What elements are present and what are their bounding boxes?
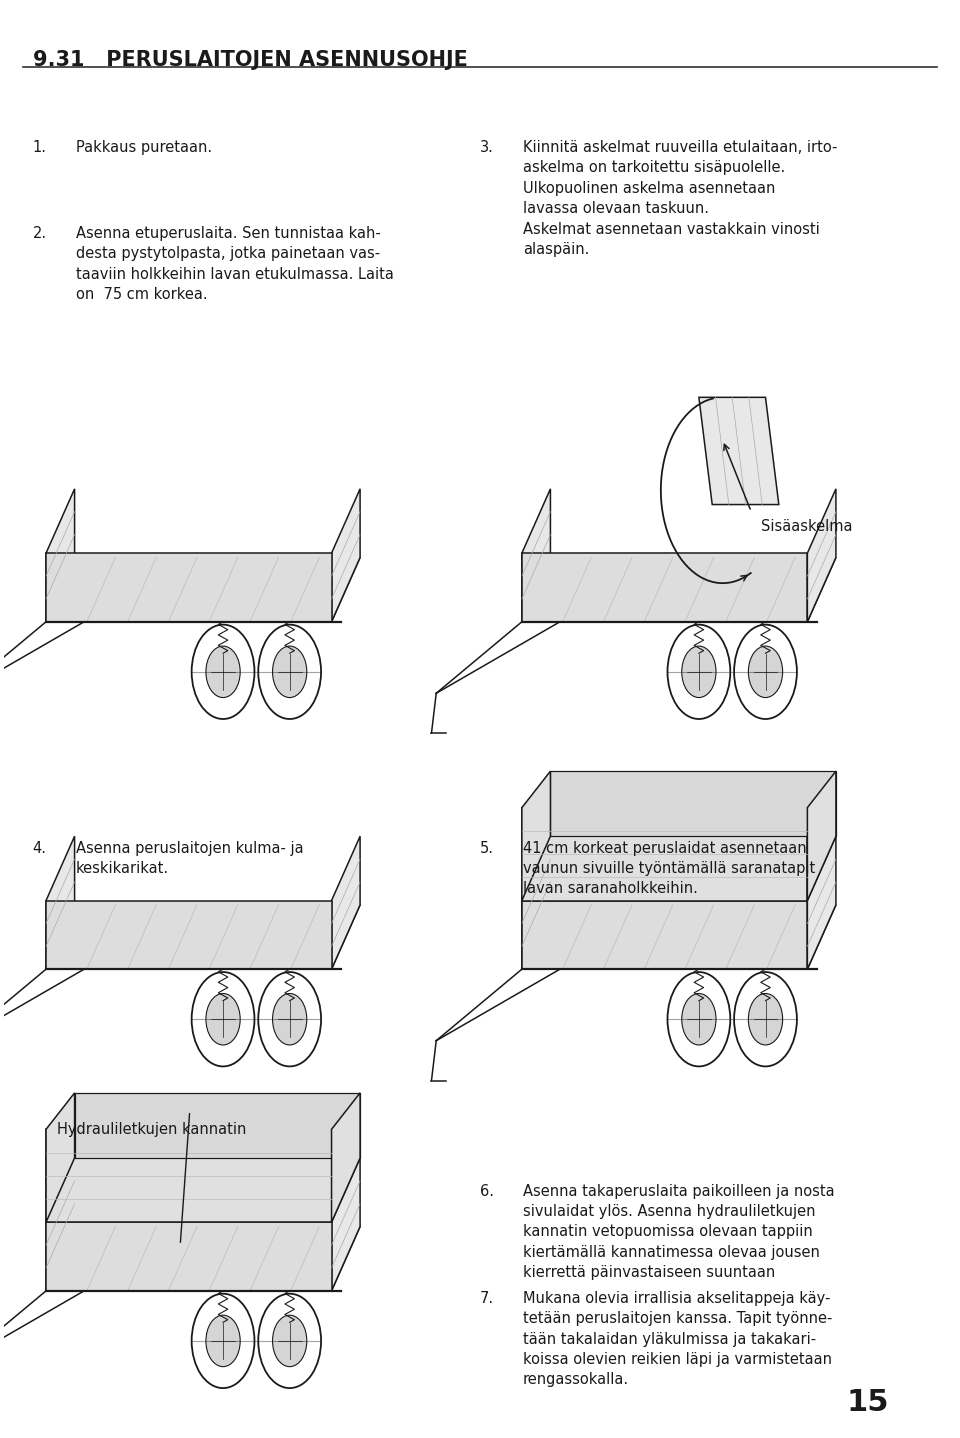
Polygon shape	[522, 905, 836, 969]
Text: Sisäaskelma: Sisäaskelma	[760, 519, 852, 533]
Polygon shape	[46, 900, 331, 969]
Circle shape	[206, 646, 240, 697]
Text: Mukana olevia irrallisia akselitappeja käy-
tetään peruslaitojen kanssa. Tapit t: Mukana olevia irrallisia akselitappeja k…	[523, 1291, 832, 1388]
Polygon shape	[522, 900, 807, 969]
Polygon shape	[699, 397, 779, 505]
Circle shape	[273, 1316, 307, 1366]
Polygon shape	[46, 1222, 331, 1291]
Text: 4.: 4.	[33, 841, 47, 856]
Text: Asenna etuperuslaita. Sen tunnistaa kah-
desta pystytolpasta, jotka painetaan va: Asenna etuperuslaita. Sen tunnistaa kah-…	[76, 226, 394, 302]
Polygon shape	[807, 837, 836, 969]
Polygon shape	[331, 837, 360, 969]
Polygon shape	[46, 905, 360, 969]
Polygon shape	[522, 489, 550, 621]
Text: 6.: 6.	[480, 1183, 494, 1199]
Text: 7.: 7.	[480, 1291, 494, 1306]
Polygon shape	[331, 1093, 360, 1222]
Circle shape	[682, 646, 716, 697]
Text: Asenna takaperuslaita paikoilleen ja nosta
sivulaidat ylös. Asenna hydrauliletku: Asenna takaperuslaita paikoilleen ja nos…	[523, 1183, 834, 1280]
Polygon shape	[807, 489, 836, 621]
Circle shape	[749, 646, 782, 697]
Circle shape	[749, 994, 782, 1045]
Polygon shape	[46, 558, 360, 621]
Polygon shape	[46, 837, 75, 969]
Polygon shape	[46, 554, 331, 621]
Polygon shape	[331, 489, 360, 621]
Text: Asenna peruslaitojen kulma- ja
keskikarikat.: Asenna peruslaitojen kulma- ja keskikari…	[76, 841, 303, 876]
Polygon shape	[522, 808, 807, 900]
Text: 5.: 5.	[480, 841, 494, 856]
Polygon shape	[46, 489, 75, 621]
Text: Pakkaus puretaan.: Pakkaus puretaan.	[76, 139, 211, 155]
Text: 1.: 1.	[33, 139, 47, 155]
Text: Kiinnitä askelmat ruuveilla etulaitaan, irto-
askelma on tarkoitettu sisäpuolell: Kiinnitä askelmat ruuveilla etulaitaan, …	[523, 139, 837, 257]
Polygon shape	[75, 1093, 360, 1158]
Polygon shape	[46, 1158, 75, 1291]
Polygon shape	[522, 837, 550, 969]
Circle shape	[273, 646, 307, 697]
Text: 2.: 2.	[33, 226, 47, 240]
Text: 15: 15	[847, 1388, 889, 1416]
Text: 9.31   PERUSLAITOJEN ASENNUSOHJE: 9.31 PERUSLAITOJEN ASENNUSOHJE	[33, 50, 468, 70]
Polygon shape	[46, 1093, 75, 1222]
Circle shape	[273, 994, 307, 1045]
Circle shape	[206, 994, 240, 1045]
Circle shape	[682, 994, 716, 1045]
Text: 3.: 3.	[480, 139, 493, 155]
Polygon shape	[46, 1129, 331, 1222]
Polygon shape	[522, 558, 836, 621]
Polygon shape	[550, 771, 836, 837]
Polygon shape	[46, 1227, 360, 1291]
Polygon shape	[807, 771, 836, 900]
Circle shape	[206, 1316, 240, 1366]
Text: 41 cm korkeat peruslaidat asennetaan
vaunun sivuille työntämällä saranatapit
lav: 41 cm korkeat peruslaidat asennetaan vau…	[523, 841, 815, 896]
Polygon shape	[522, 554, 807, 621]
Polygon shape	[331, 1158, 360, 1291]
Text: Hydrauliletkujen kannatin: Hydrauliletkujen kannatin	[57, 1122, 246, 1137]
Polygon shape	[522, 771, 550, 900]
